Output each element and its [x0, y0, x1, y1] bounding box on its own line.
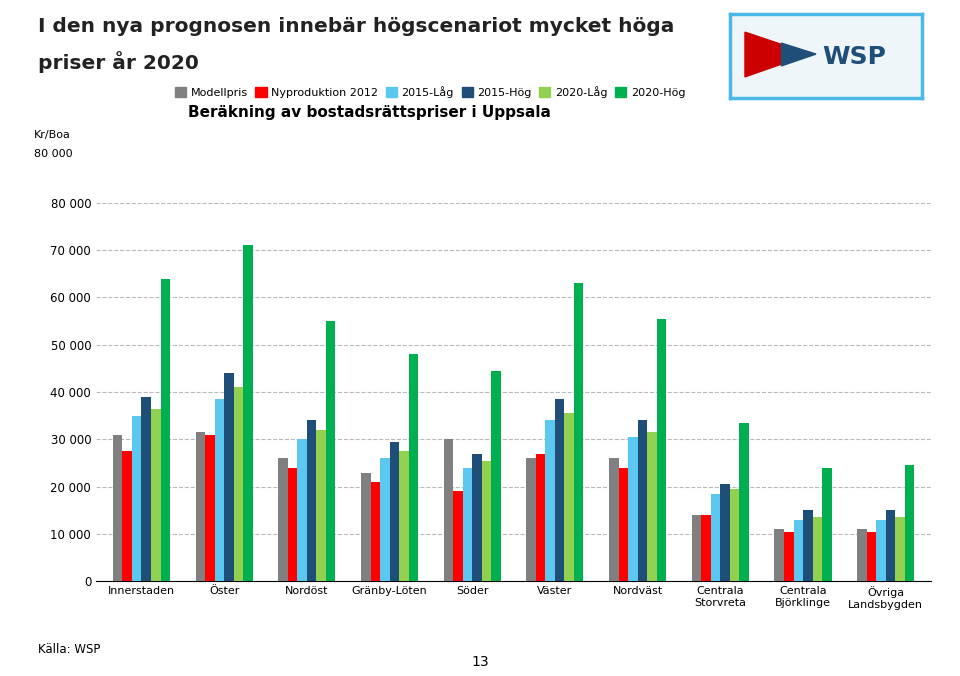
- Bar: [730, 489, 739, 581]
- Polygon shape: [781, 43, 816, 66]
- Bar: [526, 458, 536, 581]
- Bar: [536, 454, 545, 581]
- Bar: [710, 493, 720, 581]
- Bar: [628, 437, 637, 581]
- Bar: [196, 433, 205, 581]
- Text: I den nya prognosen innebär högscenariot mycket höga: I den nya prognosen innebär högscenariot…: [38, 17, 675, 36]
- Text: 80 000: 80 000: [34, 149, 72, 159]
- Bar: [453, 491, 463, 581]
- Bar: [886, 510, 896, 581]
- Bar: [657, 318, 666, 581]
- Bar: [233, 387, 243, 581]
- Bar: [775, 529, 784, 581]
- Bar: [380, 458, 390, 581]
- Bar: [702, 515, 710, 581]
- Bar: [141, 397, 151, 581]
- Bar: [739, 423, 749, 581]
- Bar: [545, 420, 555, 581]
- Bar: [225, 373, 233, 581]
- Bar: [803, 510, 812, 581]
- Bar: [463, 468, 472, 581]
- Bar: [160, 279, 170, 581]
- Bar: [637, 420, 647, 581]
- Text: Kr/Boa: Kr/Boa: [34, 130, 70, 140]
- Bar: [325, 321, 335, 581]
- Bar: [215, 399, 225, 581]
- Bar: [857, 529, 867, 581]
- Bar: [618, 468, 628, 581]
- Bar: [390, 442, 399, 581]
- Bar: [822, 468, 831, 581]
- Polygon shape: [745, 32, 810, 77]
- Text: Källa: WSP: Källa: WSP: [38, 643, 101, 656]
- Bar: [472, 454, 482, 581]
- Bar: [904, 465, 914, 581]
- Bar: [361, 473, 371, 581]
- Bar: [482, 461, 492, 581]
- Bar: [492, 370, 501, 581]
- Bar: [876, 520, 886, 581]
- Bar: [692, 515, 702, 581]
- Bar: [307, 420, 317, 581]
- Bar: [371, 482, 380, 581]
- Bar: [574, 283, 584, 581]
- Bar: [399, 452, 409, 581]
- Bar: [555, 399, 564, 581]
- Text: priser år 2020: priser år 2020: [38, 51, 200, 73]
- Bar: [113, 435, 123, 581]
- Bar: [720, 484, 730, 581]
- Bar: [288, 468, 298, 581]
- Bar: [409, 354, 419, 581]
- Bar: [784, 531, 794, 581]
- Bar: [151, 408, 160, 581]
- Legend: Modellpris, Nyproduktion 2012, 2015-Låg, 2015-Hög, 2020-Låg, 2020-Hög: Modellpris, Nyproduktion 2012, 2015-Låg,…: [171, 82, 689, 102]
- Bar: [867, 531, 876, 581]
- Bar: [647, 433, 657, 581]
- Text: Beräkning av bostadsrättspriser i Uppsala: Beräkning av bostadsrättspriser i Uppsal…: [188, 105, 551, 120]
- Bar: [205, 435, 215, 581]
- Bar: [123, 452, 132, 581]
- Bar: [132, 416, 141, 581]
- Bar: [564, 413, 574, 581]
- Bar: [609, 458, 618, 581]
- Bar: [812, 518, 822, 581]
- Bar: [317, 430, 325, 581]
- Bar: [444, 439, 453, 581]
- Text: WSP: WSP: [823, 45, 886, 70]
- Bar: [896, 518, 904, 581]
- Bar: [794, 520, 803, 581]
- Bar: [243, 245, 252, 581]
- Text: 13: 13: [471, 655, 489, 669]
- Bar: [298, 439, 307, 581]
- Bar: [278, 458, 288, 581]
